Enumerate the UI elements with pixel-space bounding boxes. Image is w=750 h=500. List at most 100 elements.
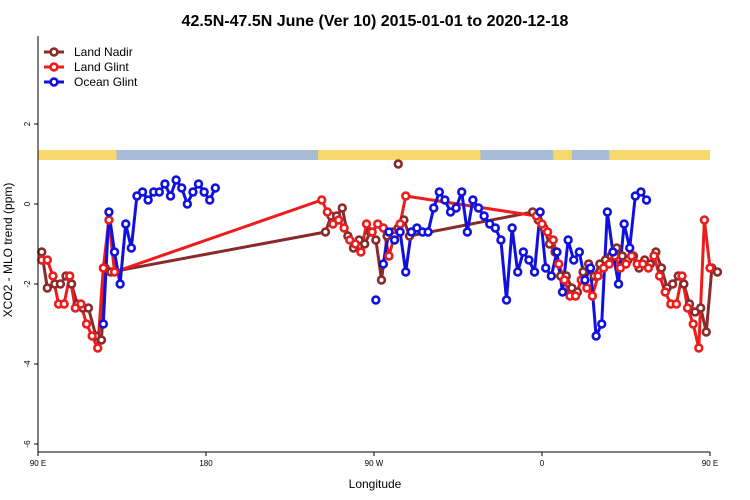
plot-area	[37, 159, 723, 353]
land-nadir-point-10	[96, 335, 107, 345]
ocean-glint-point-3	[115, 279, 125, 289]
ocean-glint-point-7	[137, 187, 148, 197]
land-glint-point-39	[582, 283, 592, 293]
land-glint-point-5	[65, 271, 75, 281]
ocean-glint-b-point-33	[563, 235, 573, 245]
ocean-glint-b-point-21	[496, 235, 506, 245]
ocean-glint-b-point-9	[429, 203, 439, 213]
ocean-glint-b-point-32	[557, 287, 568, 297]
land-nadir-point-16	[337, 203, 347, 213]
land-glint-point-2	[48, 271, 58, 281]
ocean-glint-point-4	[121, 219, 131, 229]
land-band-1	[318, 150, 481, 160]
ocean-glint-b-point-15	[462, 227, 473, 237]
land-glint-point-53	[660, 287, 670, 297]
ocean-glint-point-16	[188, 187, 198, 197]
land-band-3	[609, 150, 710, 160]
land-glint-point-20	[350, 239, 361, 249]
legend-label-ocean-glint: Ocean Glint	[74, 75, 138, 89]
land-band-0	[38, 150, 117, 160]
land-glint-point-58	[688, 319, 698, 329]
chart-title: 42.5N-47.5N June (Ver 10) 2015-01-01 to …	[182, 13, 569, 30]
x-tick-label-3: 0	[540, 459, 545, 468]
land-glint-point-7	[76, 299, 86, 309]
ocean-glint-b-point-28	[535, 207, 545, 217]
land-nadir-point-23	[376, 275, 387, 285]
land-nadir-point-59	[695, 303, 706, 313]
land-glint-point-15	[322, 207, 333, 217]
land-glint-point-13	[109, 267, 120, 277]
land-glint-point-12	[104, 215, 114, 225]
ocean-glint-point-17	[193, 179, 204, 189]
x-tick-label-0: 90 E	[30, 459, 46, 468]
land-glint-point-40	[587, 291, 598, 301]
land-glint-point-46	[621, 259, 631, 269]
ocean-glint-b-point-13	[451, 203, 461, 213]
ocean-glint-point-20	[210, 183, 221, 193]
land-glint-point-29	[401, 191, 411, 201]
ocean-glint-b-point-25	[518, 247, 529, 257]
land-glint-point-26	[384, 251, 394, 261]
land-glint-point-61	[705, 263, 715, 273]
land-glint-point-50	[643, 263, 654, 273]
y-tick-label-0: -6	[23, 440, 32, 448]
land-glint-point-47	[626, 251, 637, 261]
ocean-glint-b-point-29	[541, 263, 551, 273]
ocean-glint-b-point-24	[513, 267, 523, 277]
ocean-glint-point-5	[126, 243, 137, 253]
land-glint-point-37	[570, 291, 581, 301]
land-glint-point-4	[59, 299, 69, 309]
land-band-2	[553, 150, 572, 160]
land-glint-point-17	[333, 215, 344, 225]
ocean-glint-b-point-27	[529, 267, 540, 277]
ocean-glint-b-point-22	[501, 295, 512, 305]
land-nadir-point-3	[55, 279, 66, 289]
land-glint-point-8	[81, 319, 92, 329]
land-glint-point-60	[699, 215, 710, 225]
land-glint-point-55	[671, 299, 682, 309]
land-nadir-point-1	[42, 283, 53, 293]
land-glint-point-32	[542, 227, 553, 237]
ocean-glint-point-8	[143, 195, 153, 205]
land-glint-point-51	[649, 251, 659, 261]
ocean-glint-b-point-38	[591, 331, 601, 341]
ocean-glint-b-point-1	[384, 227, 394, 237]
land-nadir-point-22	[371, 235, 381, 245]
ocean-glint-b-point-47	[641, 195, 652, 205]
ocean-glint-b-point-44	[625, 243, 635, 253]
ocean-glint-b-point-4	[401, 267, 411, 277]
land-glint-point-18	[339, 223, 349, 233]
land-nadir-point-52	[656, 263, 667, 273]
ocean-glint-b-point-16	[468, 195, 478, 205]
ocean-glint-point-11	[160, 179, 170, 189]
land-glint-point-31	[537, 219, 547, 229]
ocean-glint-b-point-11	[440, 195, 450, 205]
land-nadir-point-5	[66, 279, 77, 289]
y-tick-label-2: -2	[23, 280, 32, 288]
ocean-glint-point-14	[177, 183, 187, 193]
legend-label-land-nadir: Land Nadir	[74, 45, 133, 59]
land-glint-point-52	[654, 271, 665, 281]
x-axis-label: Longitude	[349, 477, 402, 491]
y-tick-label-4: 2	[23, 121, 32, 126]
land-nadir-point-20	[359, 239, 370, 249]
ocean-glint-line	[101, 178, 217, 325]
y-tick-label-3: 0	[23, 201, 32, 206]
legend-label-land-glint: Land Glint	[74, 60, 129, 74]
land-glint-point-57	[682, 303, 693, 313]
ocean-glint-b-point-10	[434, 187, 445, 197]
land-glint-point-56	[677, 271, 687, 281]
ocean-glint-b-point-2	[389, 235, 400, 245]
ocean-glint-b-point-36	[580, 275, 590, 285]
ocean-glint-b-point-31	[552, 247, 562, 257]
ocean-glint-b-point-14	[457, 187, 467, 197]
land-glint-point-11	[98, 263, 109, 273]
land-glint-point-9	[87, 331, 97, 341]
ocean-glint-b-point-41	[608, 247, 618, 257]
ocean-glint-point-15	[182, 199, 193, 209]
ocean-glint-b-point-37	[585, 263, 596, 273]
ocean-glint-b-point-26	[524, 255, 534, 265]
land-glint-point-1	[42, 255, 53, 265]
